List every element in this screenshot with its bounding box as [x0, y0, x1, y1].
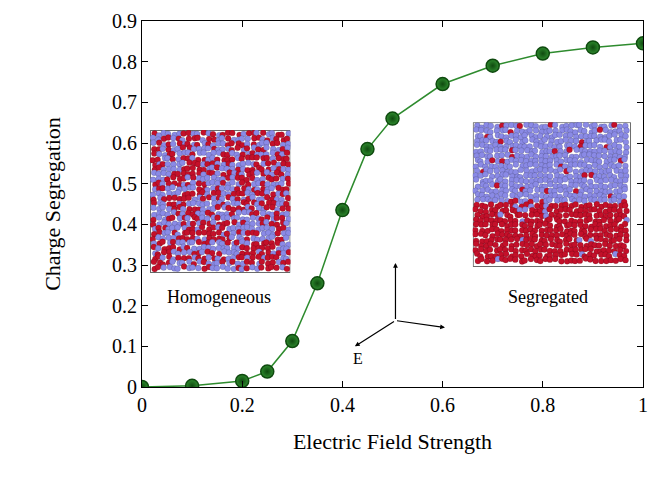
svg-text:0.8: 0.8 — [530, 394, 555, 416]
svg-text:Electric Field Strength: Electric Field Strength — [293, 429, 492, 454]
svg-text:1: 1 — [638, 394, 648, 416]
svg-text:0.6: 0.6 — [112, 132, 137, 154]
svg-text:0.7: 0.7 — [112, 91, 137, 113]
svg-text:Homogeneous: Homogeneous — [167, 287, 271, 307]
svg-text:Segregated: Segregated — [508, 287, 588, 307]
svg-text:0.5: 0.5 — [112, 173, 137, 195]
svg-text:0.2: 0.2 — [230, 394, 255, 416]
svg-text:0: 0 — [127, 376, 137, 398]
svg-text:E: E — [353, 350, 363, 367]
svg-text:Charge Segregation: Charge Segregation — [40, 117, 65, 291]
svg-text:0.9: 0.9 — [112, 10, 137, 32]
svg-text:0.1: 0.1 — [112, 335, 137, 357]
svg-text:0.3: 0.3 — [112, 254, 137, 276]
svg-text:0.2: 0.2 — [112, 295, 137, 317]
svg-text:0.4: 0.4 — [112, 213, 137, 235]
svg-text:0.6: 0.6 — [430, 394, 455, 416]
svg-text:0.8: 0.8 — [112, 51, 137, 73]
svg-text:0.4: 0.4 — [330, 394, 355, 416]
svg-text:0: 0 — [137, 394, 147, 416]
